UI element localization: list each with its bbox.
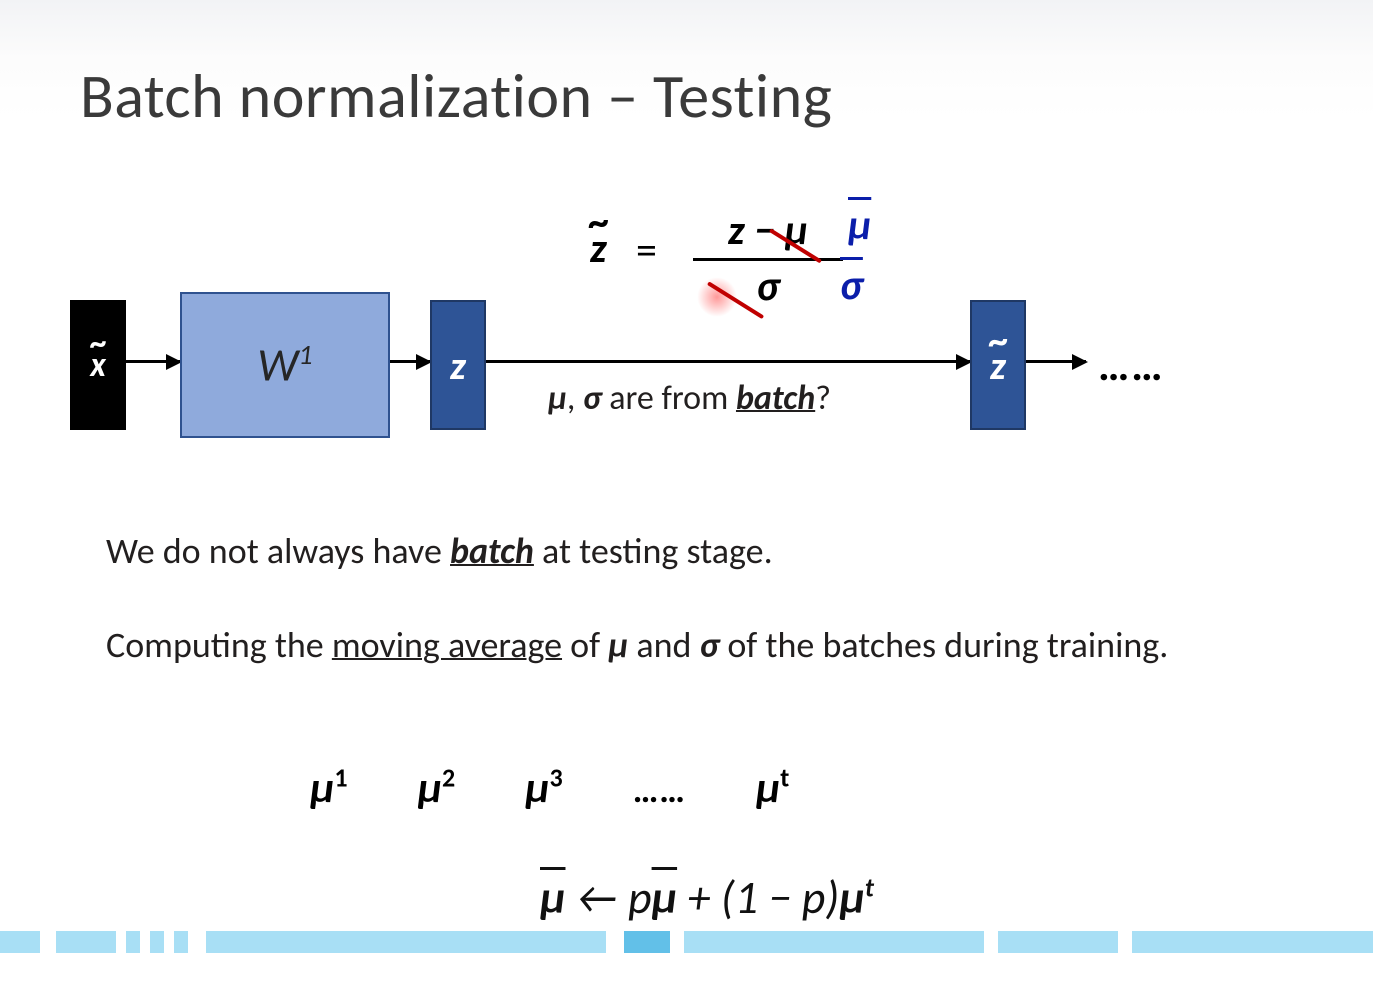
z-label: z: [450, 341, 466, 390]
progress-segment: [0, 931, 40, 953]
slide-title: Batch normalization – Testing: [80, 58, 832, 134]
dots-continuation: ……: [1098, 338, 1165, 392]
mu-bar-annotation: μ: [848, 200, 871, 251]
arrow-x-to-w: [126, 360, 180, 363]
progress-segment: [56, 931, 116, 953]
x-label: x: [90, 345, 106, 386]
progress-segment: [116, 931, 126, 953]
progress-segment: [624, 931, 670, 953]
progress-segment: [150, 931, 164, 953]
progress-segment: [164, 931, 174, 953]
progress-segment: [140, 931, 150, 953]
progress-segment: [606, 931, 624, 953]
paragraph-no-batch: We do not always have batch at testing s…: [106, 528, 1206, 575]
mu-3: μ3: [525, 760, 563, 814]
eqn-ztilde: z: [590, 223, 607, 274]
node-x: x: [70, 300, 126, 430]
progress-segment: [984, 931, 998, 953]
eqn-numerator: z − μ: [688, 205, 848, 256]
arrow-z-to-ztilde: [486, 360, 970, 363]
arrow-out: [1026, 360, 1086, 363]
progress-segment: [1118, 931, 1132, 953]
node-z: z: [430, 300, 486, 430]
sigma-bar-annotation: σ: [840, 260, 863, 311]
mu-dots: ……: [633, 768, 686, 812]
node-ztilde: z: [970, 300, 1026, 430]
paragraph-moving-average: Computing the moving average of μ and σ …: [106, 622, 1226, 669]
eqn-equals: =: [636, 225, 657, 276]
mu-1: μ1: [310, 760, 348, 814]
arrow-w-to-z: [390, 360, 430, 363]
progress-segment: [174, 931, 188, 953]
bottom-progress-bar: [0, 931, 1373, 953]
progress-segment: [684, 931, 984, 953]
w-label: W1: [257, 337, 312, 393]
progress-segment: [1132, 931, 1373, 953]
mu-t: μt: [756, 760, 789, 814]
progress-segment: [40, 931, 56, 953]
caption-from-batch: μ, σ are from batch?: [548, 378, 831, 419]
mu-2: μ2: [418, 760, 456, 814]
progress-segment: [206, 931, 606, 953]
flow-diagram: x W1 z z …… z = z − μ σ μ σ μ, σ: [70, 300, 1170, 460]
ztilde-label: z: [990, 341, 1006, 390]
progress-segment: [998, 931, 1118, 953]
mu-sequence: μ1 μ2 μ3 …… μt: [310, 760, 789, 814]
node-w1: W1: [180, 292, 390, 438]
progress-segment: [670, 931, 684, 953]
progress-segment: [126, 931, 140, 953]
progress-segment: [188, 931, 206, 953]
moving-average-update: μ ← pμ + (1 − p)μt: [540, 870, 874, 926]
